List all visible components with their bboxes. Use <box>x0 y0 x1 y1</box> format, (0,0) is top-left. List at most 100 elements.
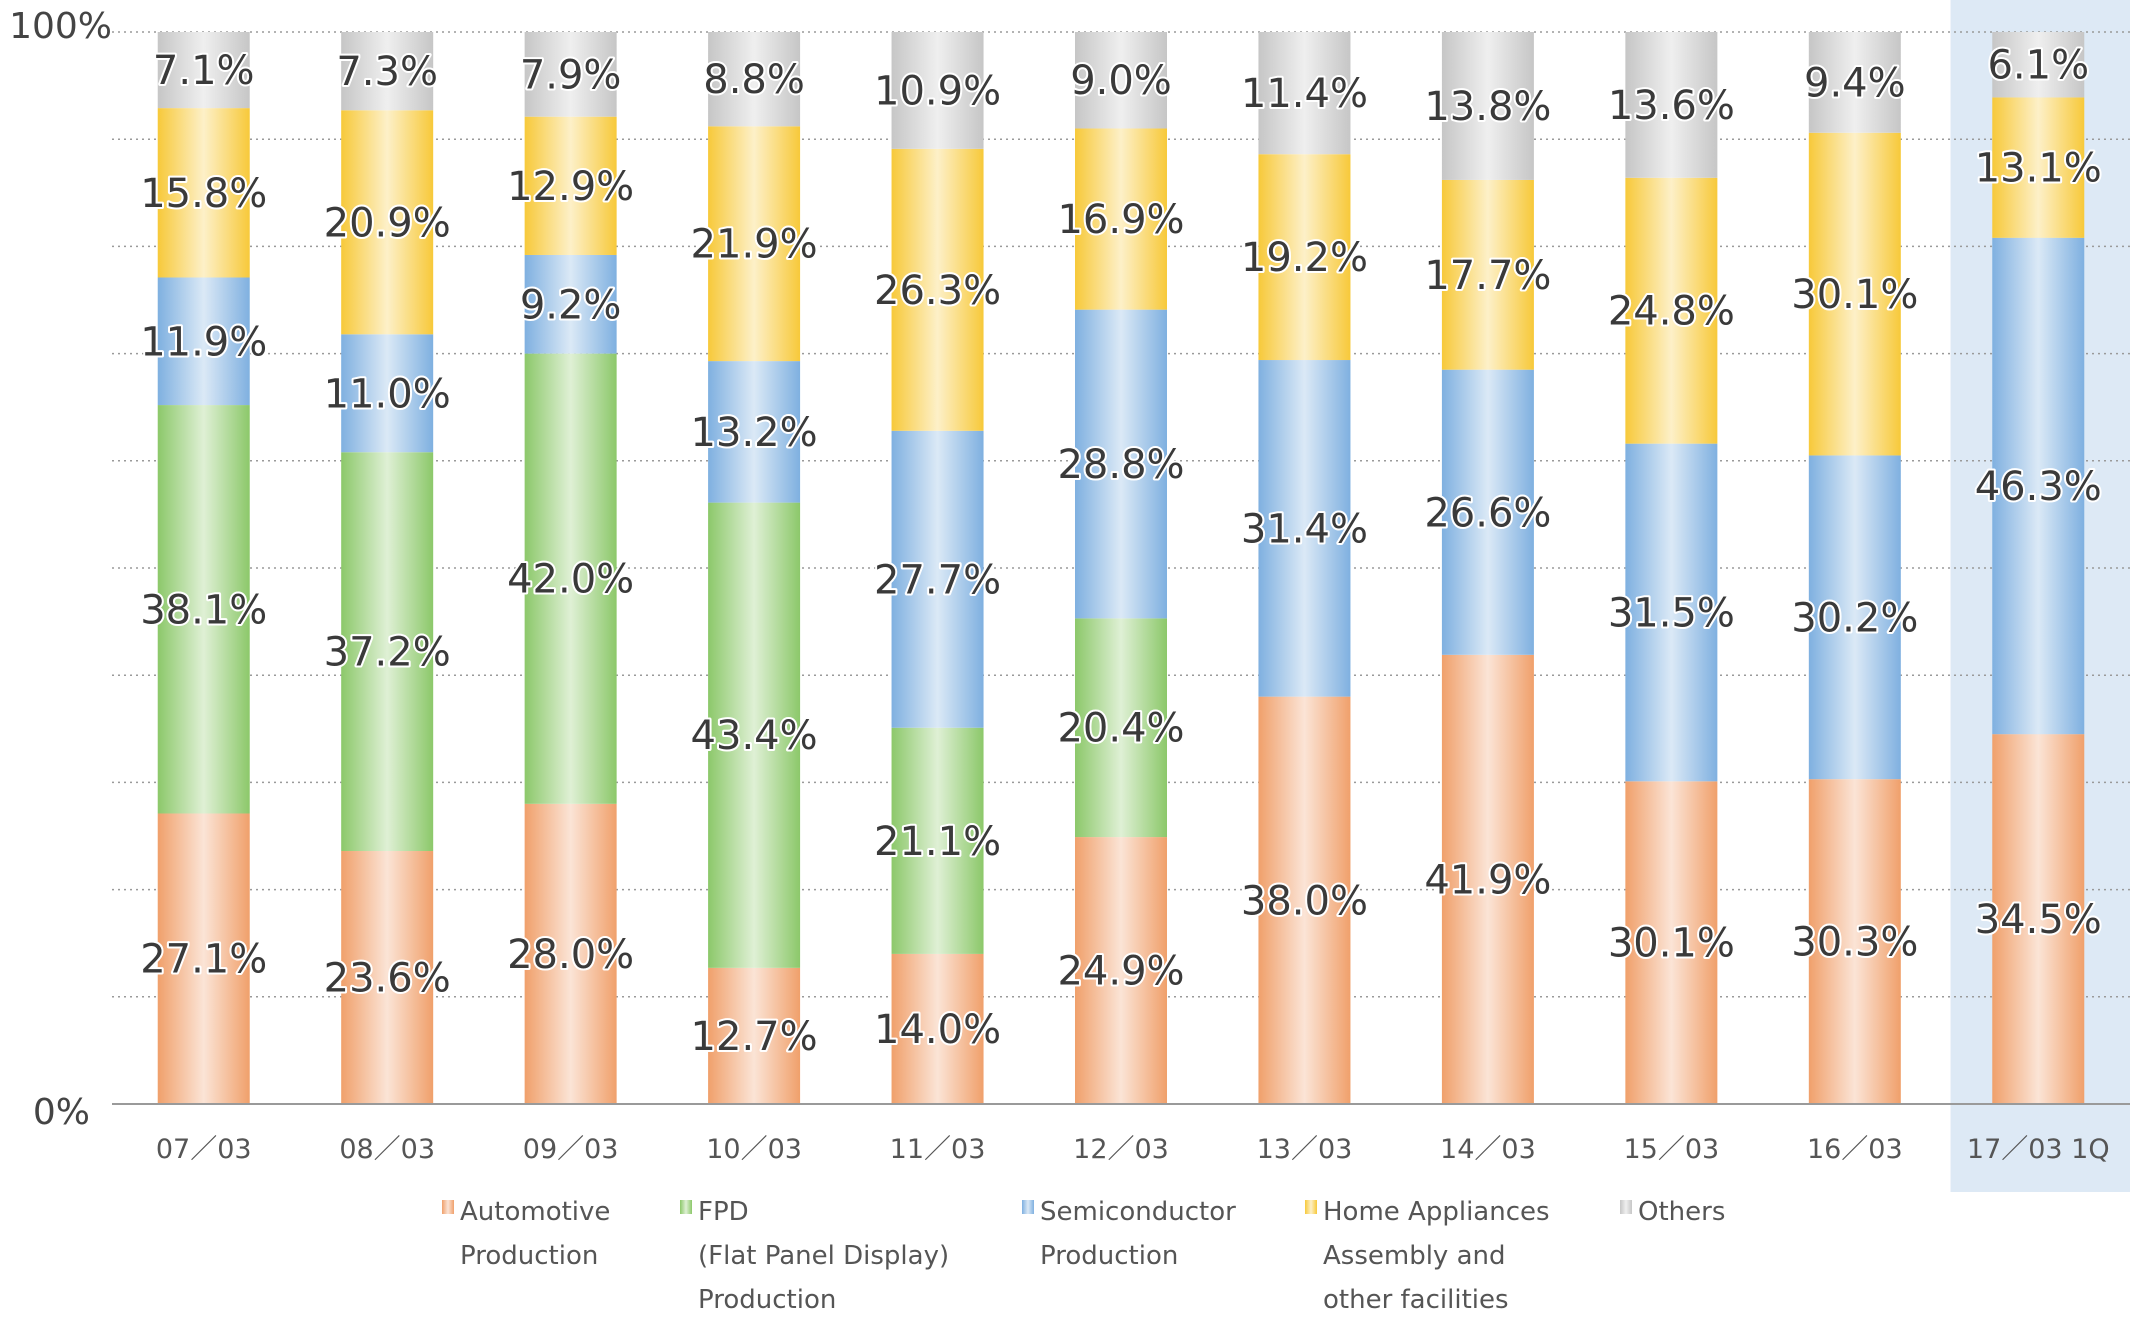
data-label: 26.6% <box>1424 490 1551 536</box>
bar-segment <box>1258 360 1351 697</box>
data-label: 26.3% <box>874 268 1001 314</box>
legend-item: Semiconductor Production <box>1022 1190 1236 1278</box>
y-tick-label: 100% <box>9 6 112 47</box>
data-label: 19.2% <box>1241 235 1368 281</box>
data-label: 12.9% <box>507 164 634 210</box>
data-label: 24.8% <box>1608 289 1735 335</box>
bar-segment <box>1808 779 1901 1104</box>
data-label: 13.8% <box>1424 84 1551 130</box>
data-label: 38.1% <box>140 587 267 633</box>
data-label: 9.4% <box>1804 60 1906 106</box>
data-label: 28.0% <box>507 932 634 978</box>
data-label: 30.1% <box>1608 921 1735 967</box>
bar-segment <box>1992 97 2085 238</box>
x-tick-label: 12／03 <box>1073 1134 1169 1165</box>
data-label: 13.1% <box>1975 146 2102 192</box>
bar-segment <box>157 32 250 109</box>
bar-segment <box>1075 32 1167 129</box>
bar-segment <box>1808 132 1901 456</box>
bar-segment <box>1441 369 1534 655</box>
bar-segment <box>524 32 617 117</box>
data-label: 20.4% <box>1057 706 1184 752</box>
legend-swatch <box>442 1200 454 1214</box>
data-label: 7.9% <box>520 52 622 98</box>
bar-segment <box>157 813 250 1104</box>
bar-segment <box>708 126 801 362</box>
data-label: 7.3% <box>336 49 438 95</box>
data-label: 7.1% <box>153 48 255 94</box>
bar-segment <box>708 502 801 968</box>
data-label: 15.8% <box>140 171 267 217</box>
x-tick-label: 07／03 <box>156 1134 252 1165</box>
bar-segment <box>1992 32 2085 98</box>
bar-segment <box>891 430 984 728</box>
bar-segment <box>708 32 801 127</box>
legend-swatch <box>1620 1200 1632 1214</box>
x-tick-label: 13／03 <box>1257 1134 1353 1165</box>
bar-segment <box>341 334 434 453</box>
data-label: 31.5% <box>1608 590 1735 636</box>
data-label: 12.7% <box>691 1014 818 1060</box>
bar-segment <box>891 727 984 954</box>
legend-swatch <box>1022 1200 1034 1214</box>
bar-segment <box>157 405 250 814</box>
data-label: 9.2% <box>520 282 622 328</box>
bar-segment <box>1625 443 1718 782</box>
data-label: 17.7% <box>1424 253 1551 299</box>
legend-label: Semiconductor Production <box>1040 1197 1236 1271</box>
bar-segment <box>891 953 984 1104</box>
bar-segment <box>1625 177 1718 444</box>
x-tick-label: 17／03 1Q <box>1967 1134 2110 1165</box>
bar-segment <box>1258 32 1351 155</box>
data-label: 8.8% <box>703 57 805 103</box>
data-label: 16.9% <box>1057 197 1184 243</box>
x-tick-label: 10／03 <box>706 1134 802 1165</box>
legend-swatch <box>680 1200 692 1214</box>
data-label: 9.0% <box>1070 58 1172 104</box>
data-label: 30.2% <box>1791 595 1918 641</box>
data-label: 11.9% <box>140 319 267 365</box>
bar-segment <box>524 254 617 354</box>
bar-segment <box>1441 654 1534 1104</box>
bar-segment <box>891 148 984 431</box>
x-tick-label: 15／03 <box>1624 1134 1720 1165</box>
bar-segment <box>1075 128 1167 310</box>
data-label: 11.0% <box>324 371 451 417</box>
bar-segment <box>708 361 801 503</box>
legend-item: Others <box>1620 1190 1725 1234</box>
data-label: 6.1% <box>1987 43 2089 89</box>
legend-swatch <box>1305 1200 1317 1214</box>
legend-label: Others <box>1638 1197 1726 1227</box>
data-label: 13.2% <box>691 410 818 456</box>
bar-segment <box>1075 309 1167 619</box>
data-label: 37.2% <box>324 630 451 676</box>
y-tick-label: 0% <box>33 1092 90 1133</box>
data-label: 10.9% <box>874 68 1001 114</box>
x-tick-label: 09／03 <box>523 1134 619 1165</box>
bar-segment <box>1258 696 1351 1104</box>
bar-segment <box>1258 154 1351 361</box>
data-label: 11.4% <box>1241 71 1368 117</box>
bar-segment <box>1992 237 2085 735</box>
bar-segment <box>157 277 250 406</box>
data-label: 34.5% <box>1975 897 2102 943</box>
x-tick-label: 11／03 <box>890 1134 986 1165</box>
legend-item: Automotive Production <box>442 1190 610 1278</box>
data-label: 13.6% <box>1608 83 1735 129</box>
data-label: 23.6% <box>324 956 451 1002</box>
legend-label: Home Appliances Assembly and other facil… <box>1323 1197 1550 1315</box>
data-label: 38.0% <box>1241 878 1368 924</box>
data-label: 21.9% <box>691 222 818 268</box>
bar-segment <box>524 353 617 804</box>
data-label: 30.1% <box>1791 272 1918 318</box>
bar-segment <box>1075 618 1167 838</box>
data-label: 42.0% <box>507 557 634 603</box>
x-tick-label: 14／03 <box>1440 1134 1536 1165</box>
x-tick-label: 08／03 <box>339 1134 435 1165</box>
data-label: 31.4% <box>1241 506 1368 552</box>
bar-segment <box>341 452 434 852</box>
data-label: 27.1% <box>140 937 267 983</box>
bar-segment <box>1441 32 1534 180</box>
bar-segment <box>1625 781 1718 1104</box>
